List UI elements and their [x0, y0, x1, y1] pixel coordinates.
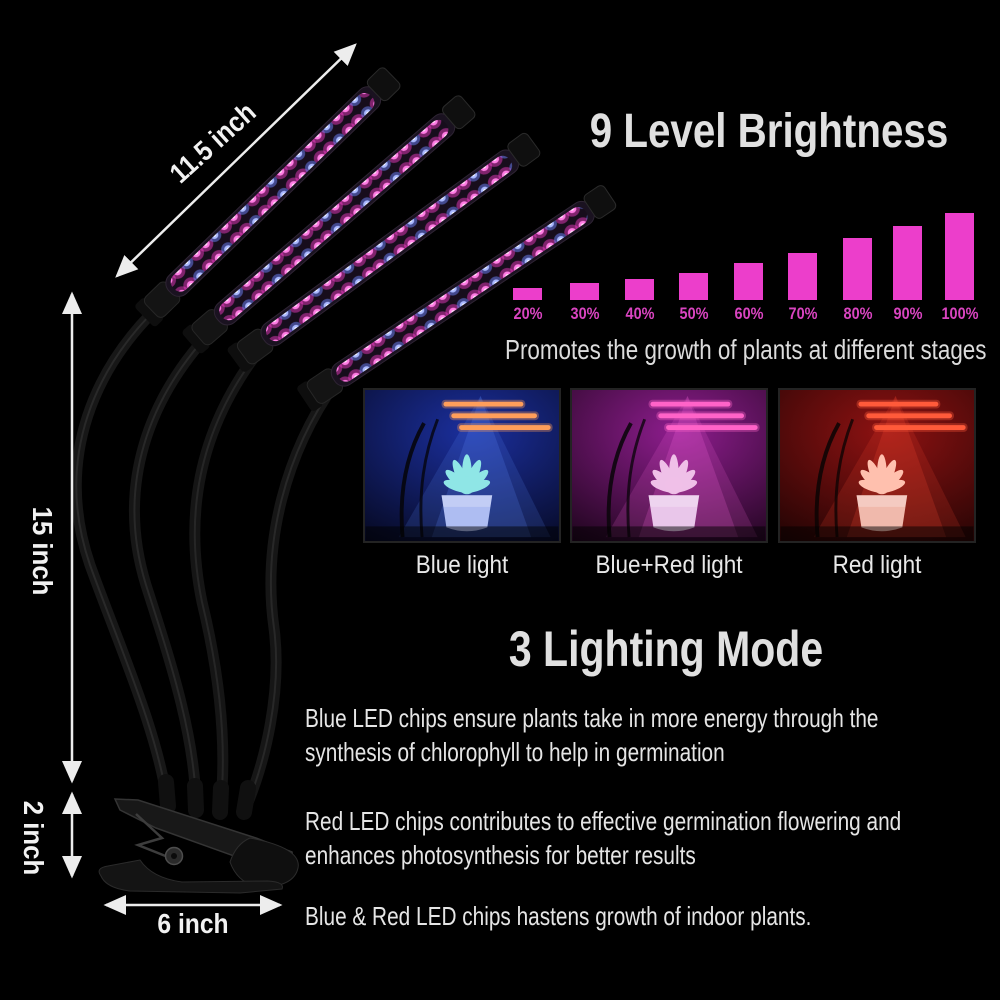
clip-clamp [98, 798, 299, 894]
plant-photo-art [572, 395, 766, 541]
mode-paragraph-red: Red LED chips contributes to effective g… [305, 806, 902, 870]
brightness-subtitle: Promotes the growth of plants at differe… [505, 334, 987, 365]
chart-bar-label: 40% [625, 304, 655, 323]
mode-photo-label-blue: Blue light [415, 551, 509, 579]
lamp-strips [648, 399, 760, 432]
arrow-11-5-inch [115, 43, 357, 278]
chart-bar-label: 80% [843, 304, 873, 323]
succulent-plant [858, 454, 906, 495]
chart-bar-label: 20% [513, 304, 543, 323]
mode-photo-blue [363, 388, 561, 543]
succulent-plant [650, 454, 698, 495]
mode-photo-red [778, 388, 976, 543]
modes-title: 3 Lighting Mode [508, 621, 824, 677]
succulent-plant [443, 454, 491, 495]
dimension-label-neck-height: 15 inch [27, 506, 58, 596]
mode-paragraph-blue-red: Blue & Red LED chips hastens growth of i… [305, 901, 812, 931]
chart-bar-label: 90% [893, 304, 923, 323]
plant-photo-art [365, 395, 559, 541]
plant-photo-art [780, 395, 974, 541]
led-bar-4 [297, 185, 617, 411]
chart-bar-label: 70% [788, 304, 818, 323]
mode-photo-label-blue-red: Blue+Red light [595, 551, 743, 579]
dimension-label-clip-width: 6 inch [157, 908, 229, 939]
mode-photo-label-red: Red light [832, 551, 922, 579]
mode-photo-blue-red [570, 388, 768, 543]
chart-bar-label: 100% [941, 304, 979, 323]
plant-pot [441, 495, 493, 532]
lamp-strips [856, 399, 968, 432]
dimension-label-clip-height: 2 inch [18, 800, 49, 876]
chart-bar-label: 30% [570, 304, 600, 323]
mode-paragraph-blue: Blue LED chips ensure plants take in mor… [305, 703, 879, 767]
lamp-strips [441, 399, 553, 432]
dimension-arrows [62, 43, 357, 915]
gooseneck-arms [70, 288, 342, 820]
chart-bar-label: 60% [734, 304, 764, 323]
plant-pot [856, 495, 908, 532]
chart-bar-label: 50% [679, 304, 709, 323]
brightness-title: 9 Level Brightness [589, 105, 949, 158]
plant-pot [648, 495, 700, 532]
brightness-bar-chart: 20% 30% 40% 50% 60% 70% 80% 90% [0, 0, 1000, 340]
led-bar-3 [227, 132, 541, 372]
